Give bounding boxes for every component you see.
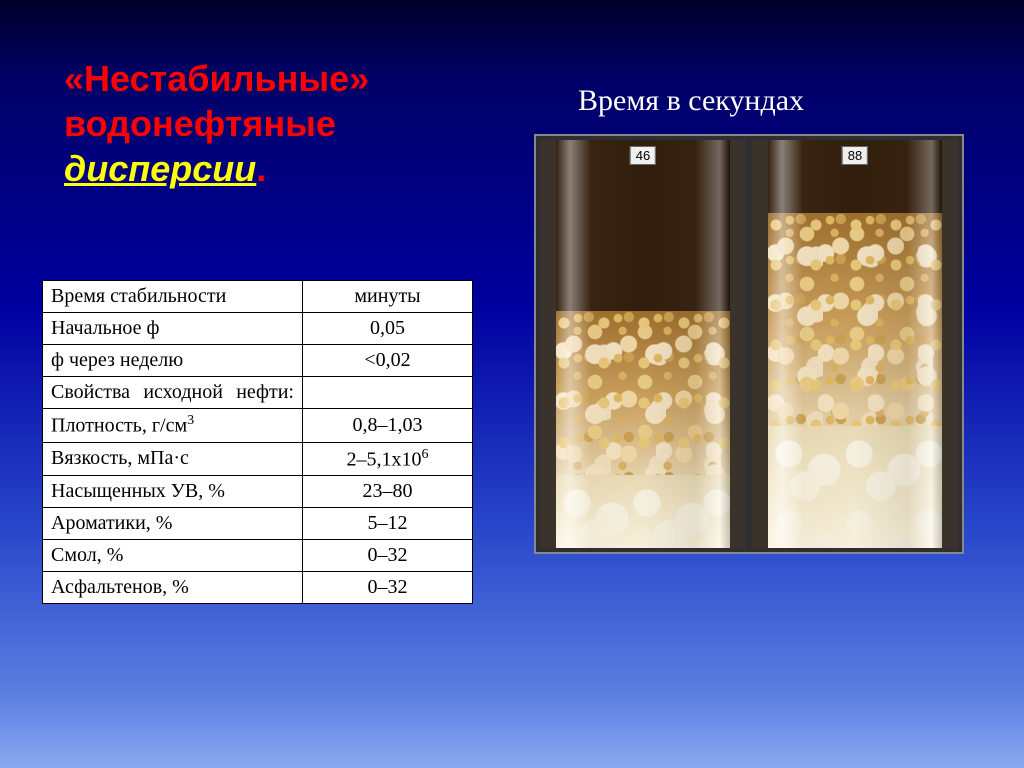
table-row: Время стабильностиминуты bbox=[43, 281, 473, 313]
title-line1: «Нестабильные» bbox=[64, 56, 484, 101]
table-row: Плотность, г/см30,8–1,03 bbox=[43, 409, 473, 443]
test-tube-2: 88 bbox=[752, 140, 958, 548]
table-value-cell: <0,02 bbox=[303, 345, 473, 377]
table-value-cell bbox=[303, 377, 473, 409]
table-param-cell: Свойства исходной нефти: bbox=[43, 377, 303, 409]
table-param-cell: Ароматики, % bbox=[43, 508, 303, 540]
table-param-cell: Время стабильности bbox=[43, 281, 303, 313]
table-param-cell: Асфальтенов, % bbox=[43, 572, 303, 604]
slide: «Нестабильные» водонефтяные дисперсии. В… bbox=[0, 0, 1024, 768]
tube2-time-label: 88 bbox=[842, 146, 868, 165]
table-value-cell: 0,8–1,03 bbox=[303, 409, 473, 443]
table-row: Насыщенных УВ, %23–80 bbox=[43, 476, 473, 508]
table-row: Начальное ф0,05 bbox=[43, 313, 473, 345]
title-period: . bbox=[256, 148, 266, 189]
title-line2: водонефтяные bbox=[64, 101, 484, 146]
table-param-cell: ф через неделю bbox=[43, 345, 303, 377]
table-param-cell: Смол, % bbox=[43, 540, 303, 572]
table-param-cell: Вязкость, мПа·с bbox=[43, 442, 303, 476]
table-param-cell: Плотность, г/см3 bbox=[43, 409, 303, 443]
table-value-cell: 23–80 bbox=[303, 476, 473, 508]
photo-caption: Время в секундах bbox=[578, 84, 804, 118]
table-row: Ароматики, %5–12 bbox=[43, 508, 473, 540]
table-value-cell: 0–32 bbox=[303, 540, 473, 572]
table-value-cell: 2–5,1x106 bbox=[303, 442, 473, 476]
title-line3-emphasis: дисперсии bbox=[64, 148, 256, 189]
slide-title: «Нестабильные» водонефтяные дисперсии. bbox=[64, 56, 484, 191]
table-row: Вязкость, мПа·с2–5,1x106 bbox=[43, 442, 473, 476]
table-row: Свойства исходной нефти: bbox=[43, 377, 473, 409]
tube1-time-label: 46 bbox=[630, 146, 656, 165]
test-tube-1: 46 bbox=[540, 140, 746, 548]
table-row: Смол, %0–32 bbox=[43, 540, 473, 572]
table-row: ф через неделю<0,02 bbox=[43, 345, 473, 377]
table-param-cell: Начальное ф bbox=[43, 313, 303, 345]
table-value-cell: минуты bbox=[303, 281, 473, 313]
table-value-cell: 5–12 bbox=[303, 508, 473, 540]
tube1-glass bbox=[556, 140, 729, 548]
tube2-glass bbox=[768, 140, 941, 548]
properties-table: Время стабильностиминутыНачальное ф0,05ф… bbox=[42, 280, 473, 604]
table-row: Асфальтенов, %0–32 bbox=[43, 572, 473, 604]
table-value-cell: 0–32 bbox=[303, 572, 473, 604]
table-param-cell: Насыщенных УВ, % bbox=[43, 476, 303, 508]
photo-panel: 46 88 bbox=[534, 134, 964, 554]
table-value-cell: 0,05 bbox=[303, 313, 473, 345]
